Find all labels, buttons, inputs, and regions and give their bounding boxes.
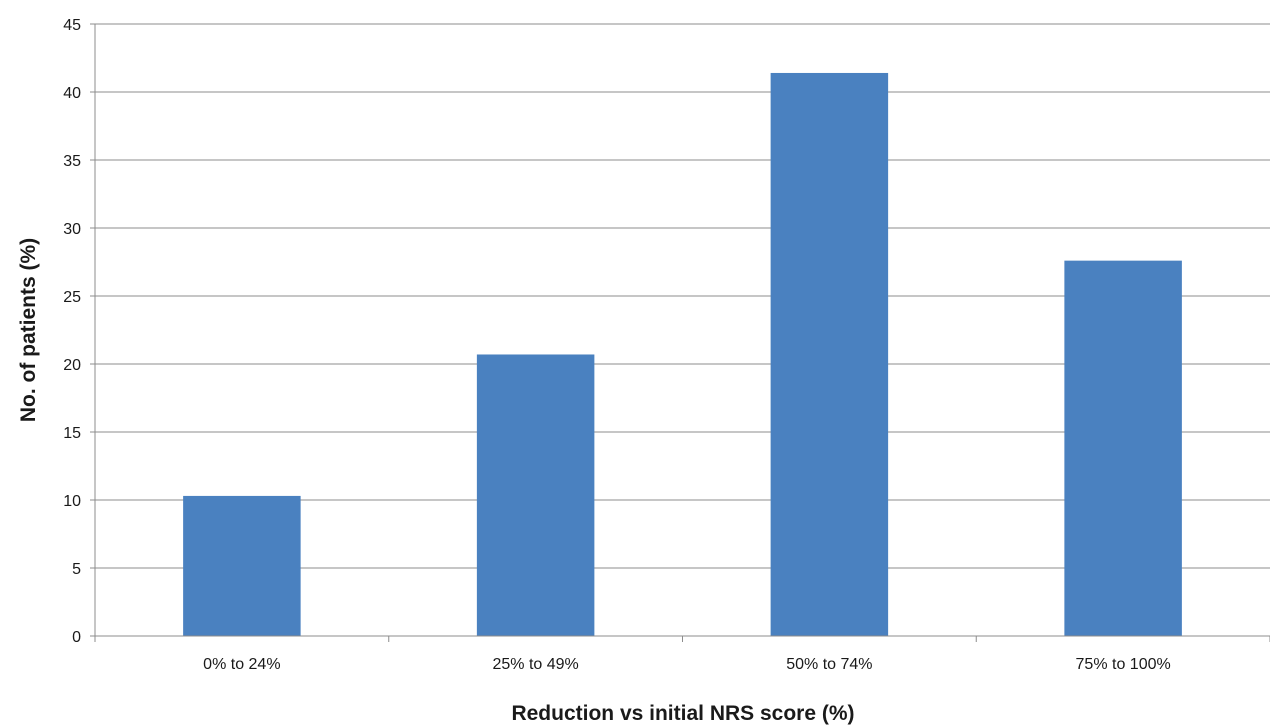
y-tick-label: 5 [72,561,81,578]
y-tick-label: 35 [63,153,81,170]
tick-labels: 0 5 10 15 20 25 30 35 40 45 0% to 24% 25% to 49% 50%… [63,17,1171,673]
x-tick-label: 0% to 24% [203,656,280,673]
y-tick-label: 25 [63,289,81,306]
y-tick-label: 0 [72,629,81,646]
y-tick-label: 15 [63,425,81,442]
x-axis-title: Reduction vs initial NRS score (%) [511,702,854,725]
y-tick-label: 45 [63,17,81,34]
axes [90,23,1270,642]
bars [183,72,1182,636]
y-tick-label: 20 [63,357,81,374]
y-tick-label: 30 [63,221,81,238]
bar [770,72,889,636]
x-tick-label: 50% to 74% [786,656,872,673]
y-axis-title: No. of patients (%) [17,238,40,422]
y-tick-label: 10 [63,493,81,510]
bar [1064,260,1182,636]
y-tick-label: 40 [63,85,81,102]
x-tick-label: 25% to 49% [492,656,578,673]
bar [476,354,595,636]
bar [183,495,301,636]
x-tick-label: 75% to 100% [1076,656,1171,673]
